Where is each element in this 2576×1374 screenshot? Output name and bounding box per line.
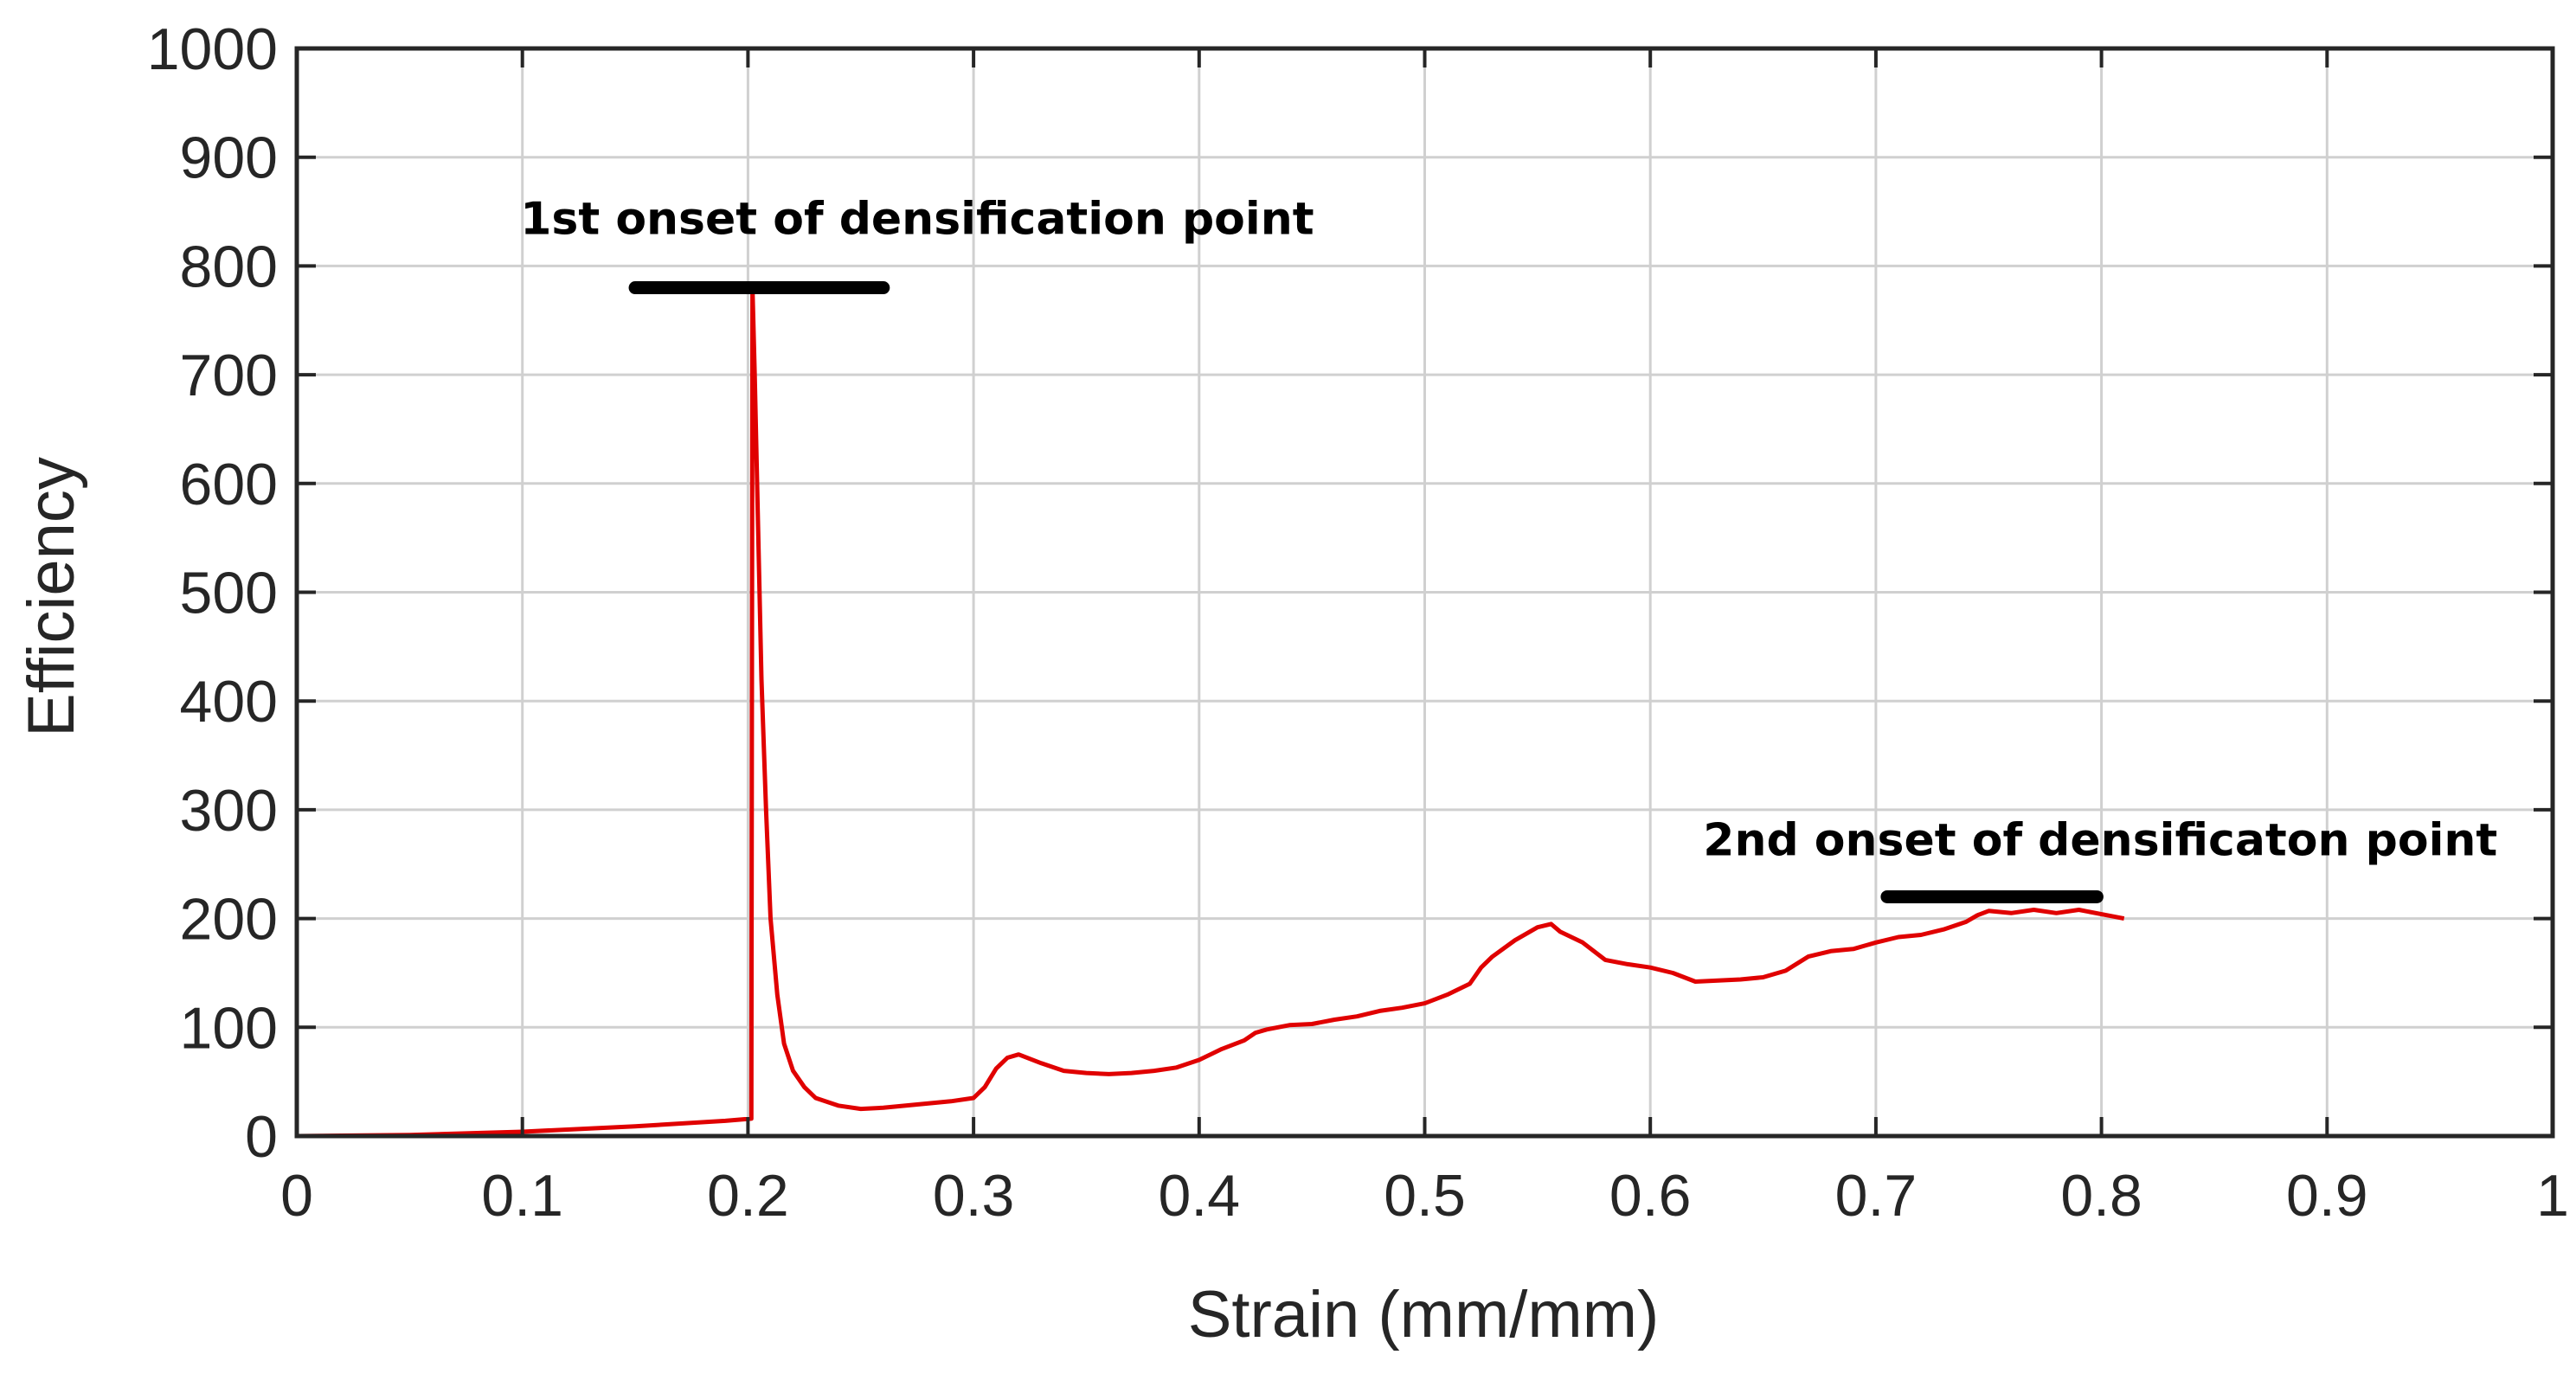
y-tick-label: 1000 (147, 16, 278, 82)
y-axis-title: Efficiency (15, 457, 88, 737)
x-tick-label: 0.9 (2286, 1163, 2368, 1229)
x-tick-label: 0.8 (2060, 1163, 2142, 1229)
x-tick-label: 0.3 (933, 1163, 1015, 1229)
y-tick-label: 900 (180, 125, 278, 191)
x-axis-title: Strain (mm/mm) (1188, 1278, 1660, 1352)
y-tick-label: 800 (180, 234, 278, 299)
x-tick-label: 0.5 (1384, 1163, 1466, 1229)
y-tick-label: 600 (180, 452, 278, 517)
x-tick-label: 0 (280, 1163, 313, 1229)
x-tick-label: 0.2 (707, 1163, 789, 1229)
x-tick-label: 0.7 (1835, 1163, 1918, 1229)
y-tick-label: 400 (180, 669, 278, 735)
x-tick-label: 0.6 (1609, 1163, 1692, 1229)
y-tick-label: 200 (180, 887, 278, 953)
onset-annotation-label: 2nd onset of densificaton point (1703, 814, 2497, 866)
y-tick-label: 700 (180, 343, 278, 408)
x-tick-label: 0.1 (481, 1163, 563, 1229)
x-tick-label: 1 (2536, 1163, 2569, 1229)
y-tick-label: 500 (180, 561, 278, 626)
y-tick-label: 0 (245, 1104, 278, 1170)
onset-annotation-label: 1st onset of densification point (520, 194, 1314, 246)
y-tick-label: 300 (180, 778, 278, 844)
x-tick-label: 0.4 (1159, 1163, 1241, 1229)
y-tick-label: 100 (180, 995, 278, 1061)
